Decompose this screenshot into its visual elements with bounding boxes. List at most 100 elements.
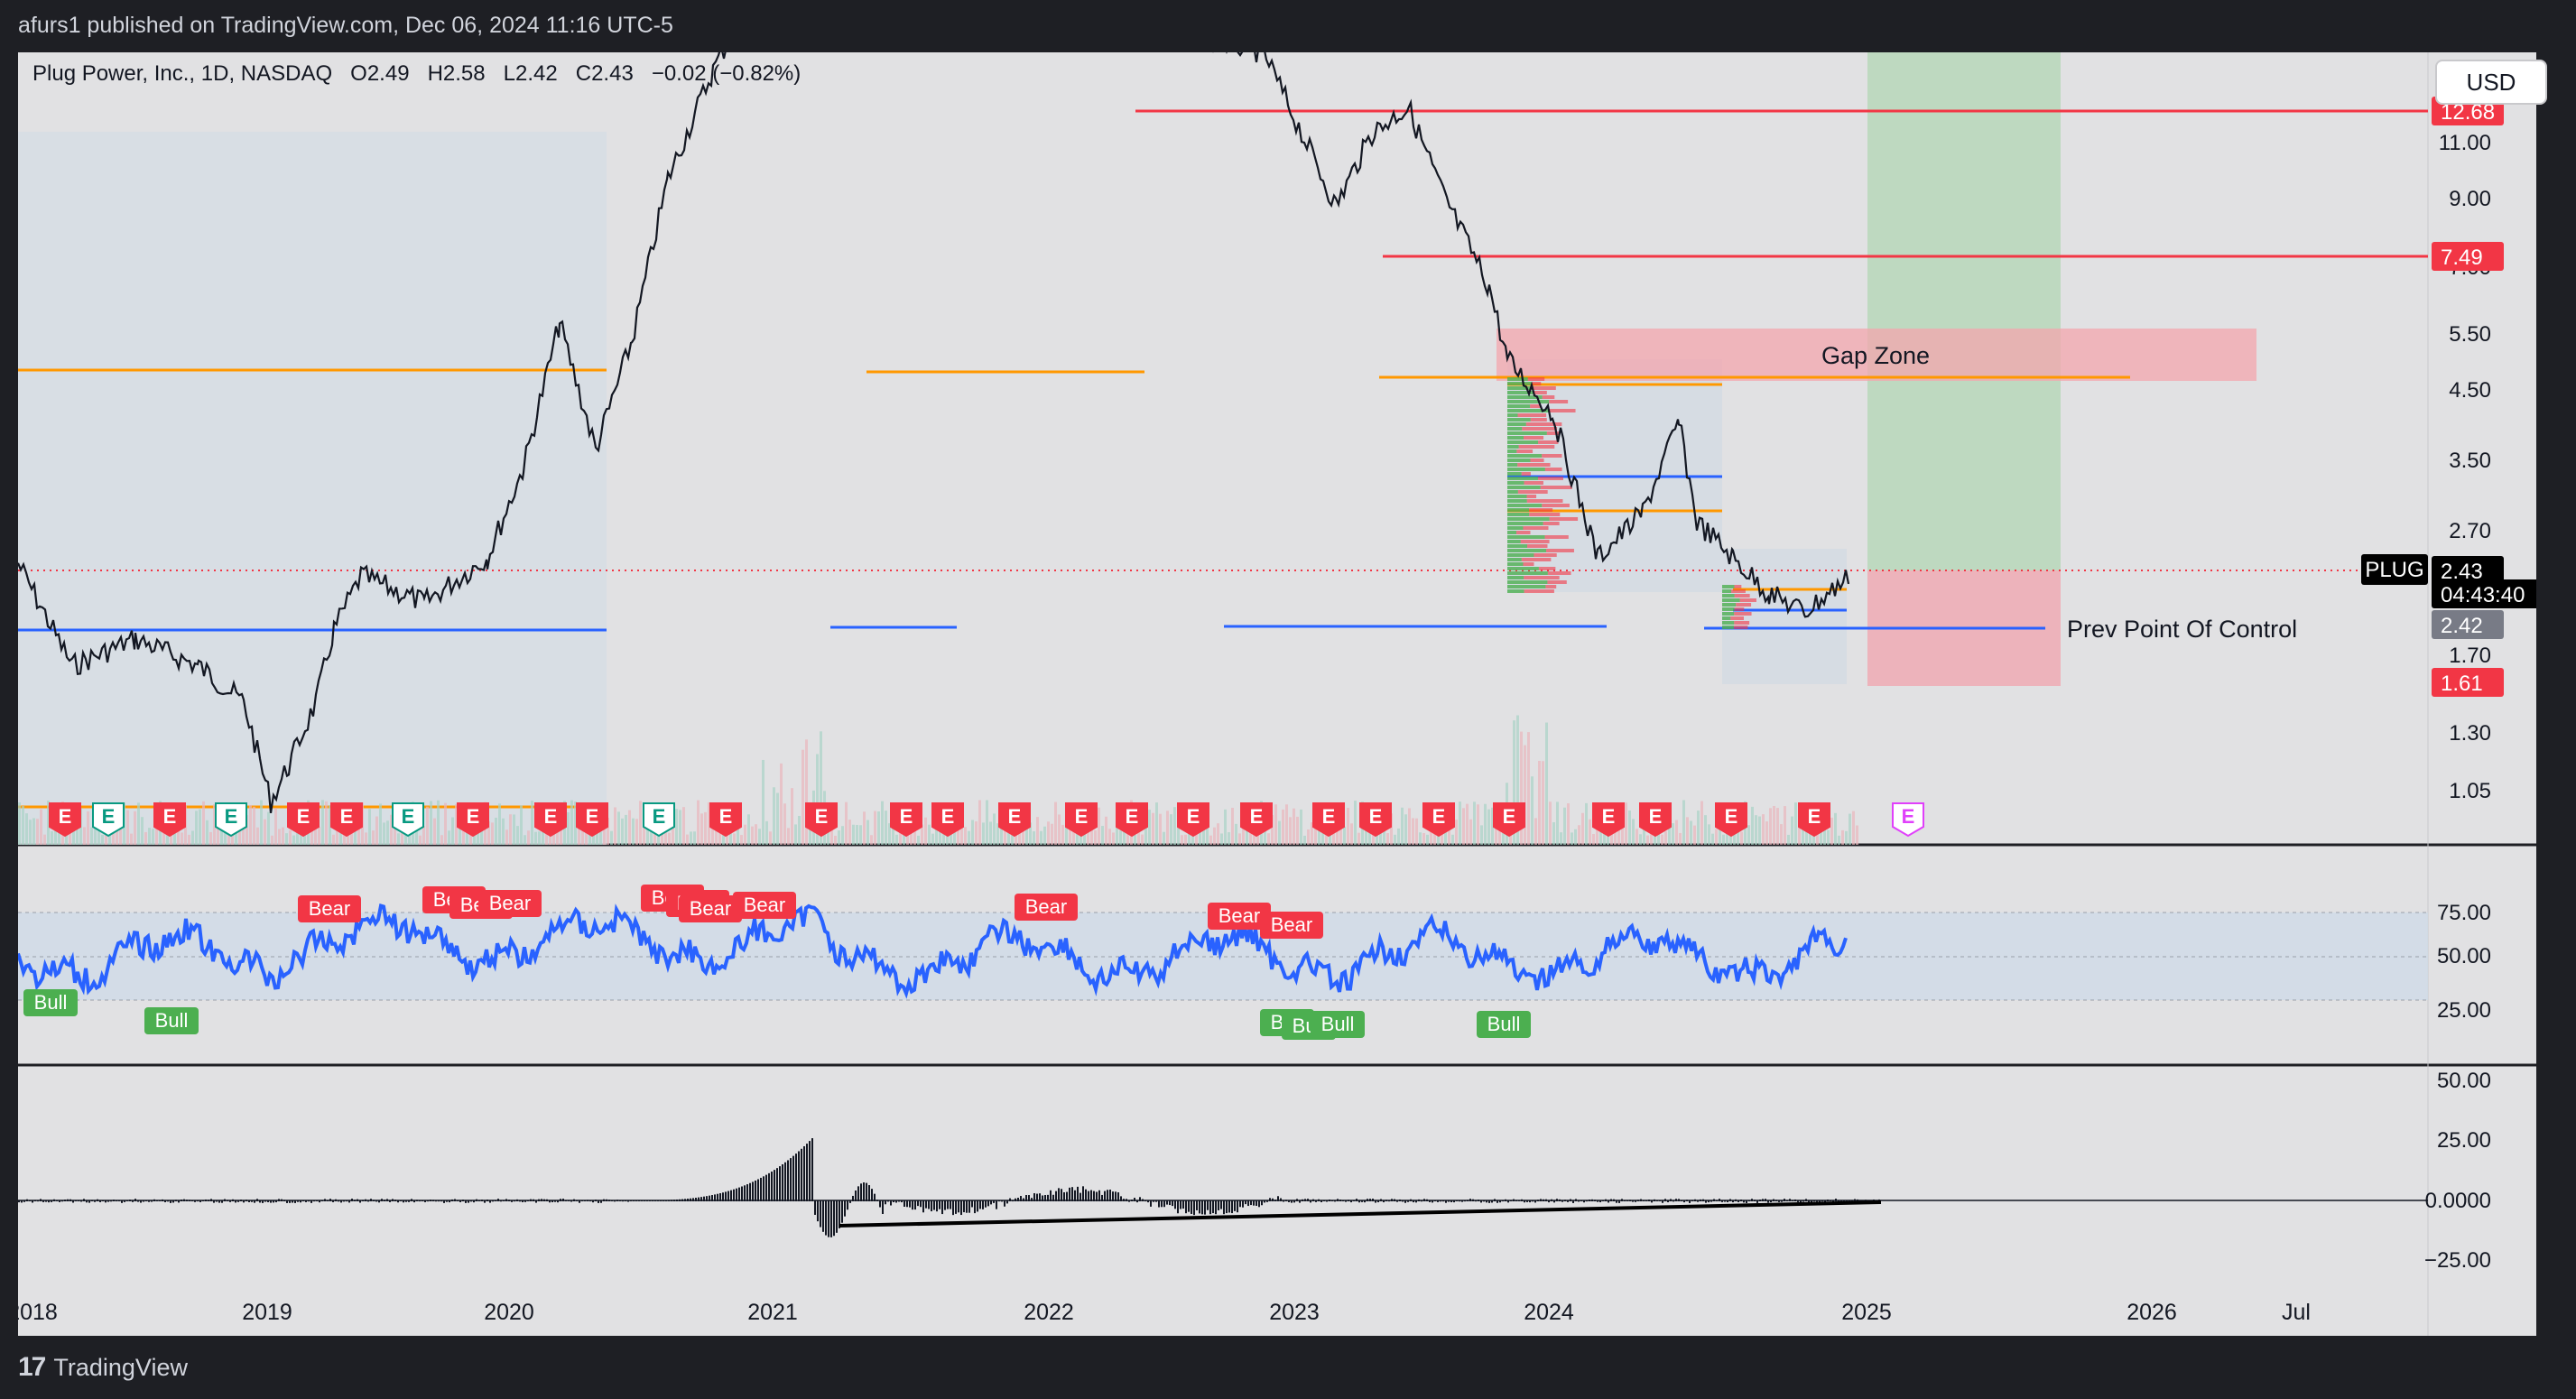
rsi-line[interactable]: [18, 903, 1848, 999]
earnings-marker-icon[interactable]: [1359, 802, 1392, 838]
gap-zone[interactable]: [1496, 329, 2256, 381]
volume-bar: [542, 824, 544, 845]
earnings-marker-icon[interactable]: [457, 802, 489, 838]
volume-bar: [130, 833, 133, 845]
bull-signal-badge[interactable]: [1477, 1011, 1531, 1038]
bull-signal-badge[interactable]: [144, 1007, 199, 1034]
price-badge[interactable]: [2432, 668, 2504, 697]
vp-bar-sell: [1524, 481, 1543, 485]
volume-bar: [1700, 801, 1703, 845]
bear-signal-badge[interactable]: [679, 895, 742, 922]
volume-bar: [386, 820, 389, 845]
chart-canvas[interactable]: Gap Zone Prev Point Of Control: [18, 52, 2536, 1336]
tradingview-logo[interactable]: 17 TradingView: [18, 1352, 188, 1383]
bear-signal-badge[interactable]: [1208, 903, 1271, 930]
volume-profile[interactable]: [1507, 377, 1756, 629]
rsi-signals[interactable]: BearBearBearBearBearBearBearBearBearBear…: [23, 885, 1531, 1040]
earnings-marker-icon[interactable]: [92, 802, 125, 838]
red-levels[interactable]: [1135, 109, 2428, 258]
osc-bar: [1058, 1188, 1060, 1201]
vp-bar-buy: [1507, 391, 1534, 394]
bear-signal-badge[interactable]: [1260, 912, 1323, 939]
price-badge[interactable]: [2432, 242, 2504, 271]
osc-bar: [874, 1193, 876, 1201]
osc-bar: [1816, 1200, 1818, 1202]
earnings-marker-icon[interactable]: [1592, 802, 1625, 838]
osc-bar: [59, 1200, 60, 1202]
vp-bar-sell: [1526, 495, 1537, 498]
time-axis[interactable]: 2018 2019 2020 2021 2022 2023 2024 2025 2026 Jul: [18, 1300, 2311, 1325]
vp-bar-sell: [1542, 504, 1570, 507]
price-badge[interactable]: [2432, 579, 2536, 608]
osc-bar: [164, 1200, 166, 1202]
earnings-marker-label: E: [467, 805, 480, 828]
bear-signal-badge[interactable]: [298, 895, 361, 922]
bull-signal-badge[interactable]: [1311, 1011, 1365, 1038]
volume-bar: [325, 801, 328, 845]
earnings-marker-icon[interactable]: [576, 802, 608, 838]
rsi-axis-tick: 75.00: [2437, 901, 2491, 925]
earnings-marker-icon[interactable]: [534, 802, 567, 838]
target-zone[interactable]: [1867, 52, 2061, 570]
earnings-marker-icon[interactable]: [287, 802, 320, 838]
osc-bar: [1597, 1200, 1598, 1202]
earnings-marker-icon[interactable]: [805, 802, 838, 838]
volume-bar: [816, 754, 819, 845]
chart-area[interactable]: Gap Zone Prev Point Of Control: [18, 52, 2547, 1336]
price-series[interactable]: [18, 52, 1850, 813]
vp-bar-buy: [1507, 504, 1543, 507]
price-badge[interactable]: [2432, 610, 2504, 639]
earnings-marker-icon[interactable]: [392, 802, 424, 838]
volume-bar: [838, 830, 840, 845]
bear-signal-badge[interactable]: [1015, 894, 1078, 921]
osc-trendline[interactable]: [839, 1200, 1882, 1228]
volume-bar: [25, 813, 28, 845]
volume-bar: [1386, 832, 1389, 845]
earnings-marker-icon[interactable]: [1116, 802, 1148, 838]
symbol-legend[interactable]: Plug Power, Inc., 1D, NASDAQ O2.49 H2.58…: [32, 61, 801, 87]
low-value: 2.42: [515, 61, 558, 86]
earnings-marker-icon[interactable]: [1798, 802, 1830, 838]
osc-bar: [757, 1179, 759, 1201]
earnings-marker-icon[interactable]: [643, 802, 675, 838]
earnings-marker-icon[interactable]: [1892, 802, 1924, 838]
bear-signal-badge[interactable]: [733, 892, 796, 919]
price-axis[interactable]: 11.009.007.005.504.503.502.701.701.301.0…: [2361, 97, 2536, 803]
currency-button[interactable]: USD: [2435, 60, 2547, 105]
earnings-marker-icon[interactable]: [1177, 802, 1209, 838]
vp-bar-sell: [1540, 486, 1572, 489]
price-badge[interactable]: [2432, 556, 2504, 585]
volume-bar: [1054, 801, 1057, 845]
rsi-axis[interactable]: 75.00 50.00 25.00: [2437, 901, 2491, 1023]
earnings-marker-icon[interactable]: [709, 802, 742, 838]
earnings-marker-icon[interactable]: [1312, 802, 1345, 838]
volume-bar: [1571, 832, 1573, 845]
earnings-marker-icon[interactable]: [153, 802, 186, 838]
earnings-marker-icon[interactable]: [998, 802, 1031, 838]
symbol-tag[interactable]: [2361, 554, 2428, 585]
earnings-marker-icon[interactable]: [1240, 802, 1273, 838]
osc-bar: [1705, 1200, 1707, 1203]
oscillator-histogram[interactable]: [18, 1138, 2428, 1237]
earnings-marker-icon[interactable]: [1422, 802, 1455, 838]
earnings-marker-icon[interactable]: [931, 802, 964, 838]
earnings-marker-icon[interactable]: [890, 802, 922, 838]
bear-signal-badge[interactable]: [478, 890, 542, 917]
bull-signal-badge[interactable]: [23, 989, 78, 1016]
volume-bar: [22, 806, 24, 845]
volume-bar: [1051, 823, 1053, 845]
oscillator-axis[interactable]: 50.00 25.00 0.0000 −25.00: [2424, 1069, 2491, 1273]
earnings-marker-icon[interactable]: [1715, 802, 1747, 838]
price-badge-label: 7.49: [2441, 246, 2483, 270]
earnings-marker-icon[interactable]: [1065, 802, 1098, 838]
range-box[interactable]: [18, 132, 607, 845]
earnings-marker-icon[interactable]: [215, 802, 247, 838]
volume-bar: [1199, 825, 1201, 845]
earnings-marker-icon[interactable]: [330, 802, 363, 838]
earnings-marker-icon[interactable]: [49, 802, 81, 838]
volume-bar: [773, 787, 775, 845]
earnings-marker-icon[interactable]: [1639, 802, 1672, 838]
osc-bar: [903, 1200, 905, 1207]
earnings-marker-icon[interactable]: [1493, 802, 1525, 838]
